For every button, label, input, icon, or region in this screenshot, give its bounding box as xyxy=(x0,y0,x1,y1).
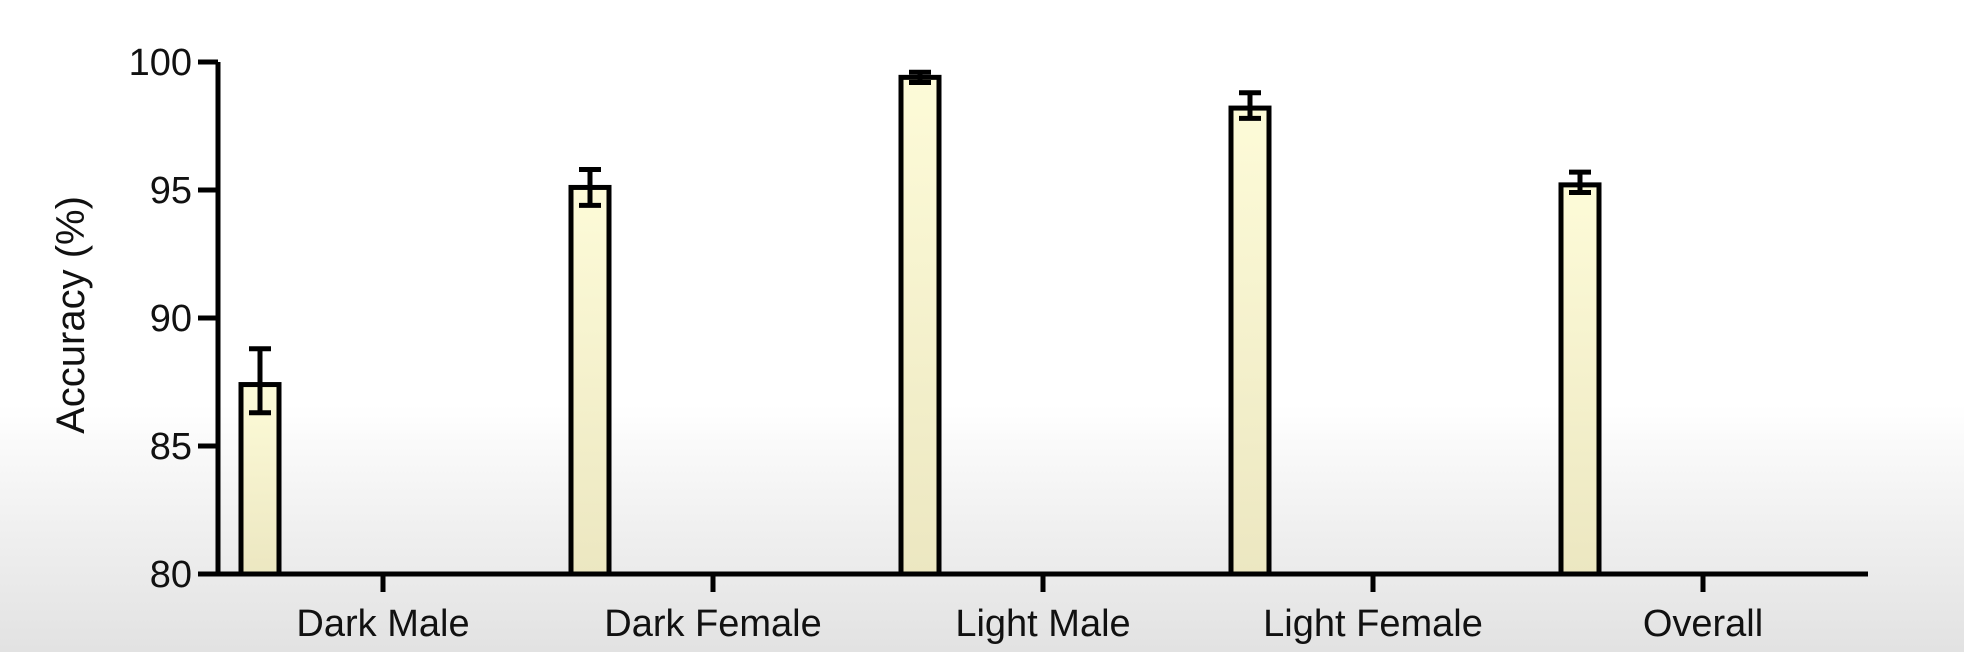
y-axis-title: Accuracy (%) xyxy=(49,196,93,434)
y-tick-label: 90 xyxy=(150,298,192,340)
x-axis: Dark Male Dark Female Light Male Light Fema… xyxy=(215,571,1868,645)
y-tick-label: 80 xyxy=(150,554,192,596)
y-tick-label: 85 xyxy=(150,426,192,468)
bar xyxy=(1228,105,1272,577)
error-bar xyxy=(579,167,601,208)
bar xyxy=(238,382,282,577)
error-bar xyxy=(249,346,271,416)
x-tick-label: Dark Female xyxy=(604,603,822,645)
x-tick-label: Light Female xyxy=(1263,603,1483,645)
x-tick-label: Overall xyxy=(1643,603,1763,645)
bar xyxy=(568,184,612,577)
y-tick-label: 95 xyxy=(150,170,192,212)
error-bar xyxy=(1569,169,1591,196)
y-axis: 80 85 90 95 100 xyxy=(129,42,221,596)
bar xyxy=(898,74,942,577)
error-bar xyxy=(1239,90,1261,121)
error-bar xyxy=(909,69,931,85)
bars xyxy=(238,69,1602,577)
x-tick-label: Light Male xyxy=(955,603,1130,645)
bar xyxy=(1558,182,1602,577)
y-tick-label: 100 xyxy=(129,42,192,84)
x-tick-label: Dark Male xyxy=(296,603,469,645)
